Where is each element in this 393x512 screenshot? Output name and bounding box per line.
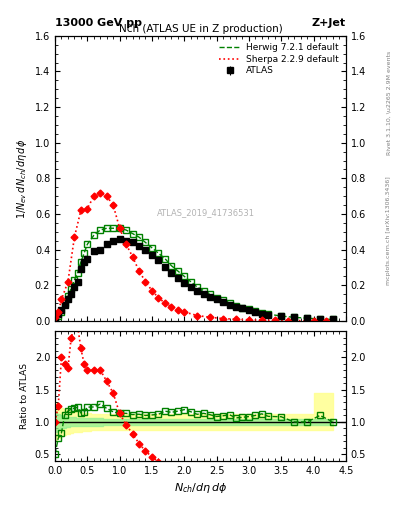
Herwig 7.2.1 default <box>85 241 90 247</box>
Sherpa 2.2.9 default <box>72 234 77 240</box>
Herwig 7.2.1 default <box>117 225 122 231</box>
Herwig 7.2.1 default <box>69 286 73 292</box>
Sherpa 2.2.9 default <box>169 304 174 310</box>
Herwig 7.2.1 default <box>305 315 309 321</box>
Herwig 7.2.1 default <box>253 308 258 314</box>
Sherpa 2.2.9 default <box>79 207 83 214</box>
Sherpa 2.2.9 default <box>163 300 167 306</box>
Herwig 7.2.1 default <box>105 225 109 231</box>
Herwig 7.2.1 default <box>163 255 167 262</box>
Herwig 7.2.1 default <box>137 234 141 240</box>
Sherpa 2.2.9 default <box>66 279 70 285</box>
Line: Herwig 7.2.1 default: Herwig 7.2.1 default <box>55 228 333 319</box>
Herwig 7.2.1 default <box>331 316 335 323</box>
Sherpa 2.2.9 default <box>124 241 129 247</box>
Herwig 7.2.1 default <box>59 309 64 315</box>
Y-axis label: $1/N_{ev}\,dN_{ch}/d\eta\,d\phi$: $1/N_{ev}\,dN_{ch}/d\eta\,d\phi$ <box>15 138 29 219</box>
Herwig 7.2.1 default <box>240 305 245 311</box>
Herwig 7.2.1 default <box>79 259 83 265</box>
Herwig 7.2.1 default <box>292 314 296 321</box>
Herwig 7.2.1 default <box>259 310 264 316</box>
Herwig 7.2.1 default <box>195 284 200 290</box>
Sherpa 2.2.9 default <box>324 317 329 324</box>
Sherpa 2.2.9 default <box>92 193 96 199</box>
Sherpa 2.2.9 default <box>272 317 277 324</box>
Sherpa 2.2.9 default <box>117 225 122 231</box>
Herwig 7.2.1 default <box>169 263 174 269</box>
Herwig 7.2.1 default <box>246 306 251 312</box>
Herwig 7.2.1 default <box>318 316 322 322</box>
Sherpa 2.2.9 default <box>311 317 316 324</box>
Herwig 7.2.1 default <box>62 300 67 306</box>
Herwig 7.2.1 default <box>233 303 238 309</box>
Sherpa 2.2.9 default <box>143 279 148 285</box>
Sherpa 2.2.9 default <box>175 307 180 313</box>
Sherpa 2.2.9 default <box>85 206 90 212</box>
Sherpa 2.2.9 default <box>246 317 251 323</box>
Text: 13000 GeV pp: 13000 GeV pp <box>55 18 142 28</box>
Herwig 7.2.1 default <box>66 293 70 299</box>
Herwig 7.2.1 default <box>188 279 193 285</box>
Herwig 7.2.1 default <box>130 230 135 237</box>
Herwig 7.2.1 default <box>82 250 86 256</box>
Herwig 7.2.1 default <box>201 288 206 294</box>
Herwig 7.2.1 default <box>221 297 226 304</box>
Herwig 7.2.1 default <box>143 240 148 246</box>
Title: Nch (ATLAS UE in Z production): Nch (ATLAS UE in Z production) <box>119 24 282 34</box>
Sherpa 2.2.9 default <box>111 202 116 208</box>
Herwig 7.2.1 default <box>227 300 232 306</box>
Herwig 7.2.1 default <box>75 270 80 276</box>
Sherpa 2.2.9 default <box>182 309 187 315</box>
Sherpa 2.2.9 default <box>221 315 226 322</box>
Sherpa 2.2.9 default <box>105 193 109 199</box>
Herwig 7.2.1 default <box>150 245 154 251</box>
Herwig 7.2.1 default <box>92 232 96 239</box>
Herwig 7.2.1 default <box>124 227 129 233</box>
Herwig 7.2.1 default <box>208 291 213 297</box>
Herwig 7.2.1 default <box>266 311 271 317</box>
Herwig 7.2.1 default <box>156 250 161 256</box>
Herwig 7.2.1 default <box>111 225 116 231</box>
Herwig 7.2.1 default <box>72 277 77 283</box>
Sherpa 2.2.9 default <box>56 309 61 315</box>
Sherpa 2.2.9 default <box>233 316 238 323</box>
Sherpa 2.2.9 default <box>130 253 135 260</box>
Sherpa 2.2.9 default <box>195 312 200 318</box>
Sherpa 2.2.9 default <box>137 268 141 274</box>
Sherpa 2.2.9 default <box>285 317 290 324</box>
Line: Sherpa 2.2.9 default: Sherpa 2.2.9 default <box>55 193 327 321</box>
Sherpa 2.2.9 default <box>59 296 64 303</box>
Herwig 7.2.1 default <box>56 312 61 318</box>
Herwig 7.2.1 default <box>214 294 219 301</box>
Sherpa 2.2.9 default <box>150 288 154 294</box>
Sherpa 2.2.9 default <box>156 294 161 301</box>
Herwig 7.2.1 default <box>175 268 180 274</box>
Herwig 7.2.1 default <box>53 316 57 322</box>
Sherpa 2.2.9 default <box>53 314 57 321</box>
Herwig 7.2.1 default <box>279 313 284 319</box>
Y-axis label: Ratio to ATLAS: Ratio to ATLAS <box>20 363 29 429</box>
X-axis label: $N_{ch}/d\eta\,d\phi$: $N_{ch}/d\eta\,d\phi$ <box>174 481 227 495</box>
Sherpa 2.2.9 default <box>259 317 264 323</box>
Sherpa 2.2.9 default <box>208 314 213 321</box>
Text: ATLAS_2019_41736531: ATLAS_2019_41736531 <box>157 208 255 217</box>
Text: Z+Jet: Z+Jet <box>312 18 346 28</box>
Text: mcplots.cern.ch [arXiv:1306.3436]: mcplots.cern.ch [arXiv:1306.3436] <box>386 176 391 285</box>
Herwig 7.2.1 default <box>182 273 187 280</box>
Herwig 7.2.1 default <box>98 227 103 233</box>
Text: Rivet 3.1.10, \u2265 2.9M events: Rivet 3.1.10, \u2265 2.9M events <box>386 50 391 155</box>
Legend: Herwig 7.2.1 default, Sherpa 2.2.9 default, ATLAS: Herwig 7.2.1 default, Sherpa 2.2.9 defau… <box>216 40 342 78</box>
Sherpa 2.2.9 default <box>98 189 103 196</box>
